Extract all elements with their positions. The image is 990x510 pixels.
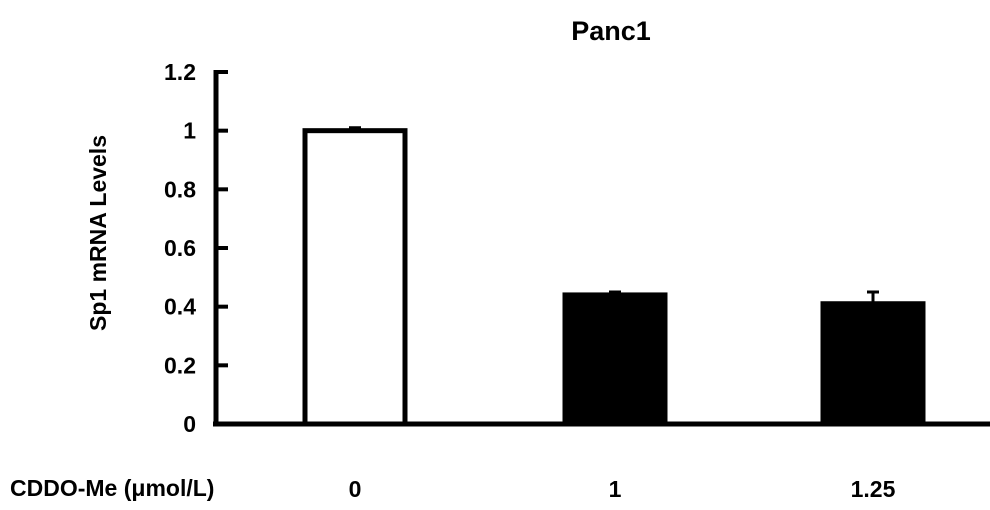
chart-title: Panc1 [571, 16, 651, 46]
x-tick-label: 1.25 [851, 476, 896, 502]
bar-1-25 [820, 301, 926, 427]
x-tick-label: 0 [349, 476, 362, 502]
y-tick-label: 0.4 [164, 294, 196, 320]
y-tick-label: 1.2 [164, 59, 196, 85]
y-tick-label: 1 [183, 118, 196, 144]
y-tick-label: 0 [183, 411, 196, 437]
ticks-layer: 0 1 1.25 0 0.2 0.4 0.6 0.8 1 1.2 [164, 59, 896, 502]
bar-1 [562, 292, 668, 427]
y-axis-label: Sp1 mRNA Levels [85, 135, 111, 331]
bars-layer [302, 126, 926, 427]
bar-0 [302, 128, 408, 427]
y-tick-label: 0.2 [164, 352, 196, 378]
y-tick-label: 0.8 [164, 176, 196, 202]
x-axis-label: CDDO-Me (μmol/L) [10, 475, 214, 501]
x-tick-label: 1 [609, 476, 622, 502]
y-tick-label: 0.6 [164, 235, 196, 261]
